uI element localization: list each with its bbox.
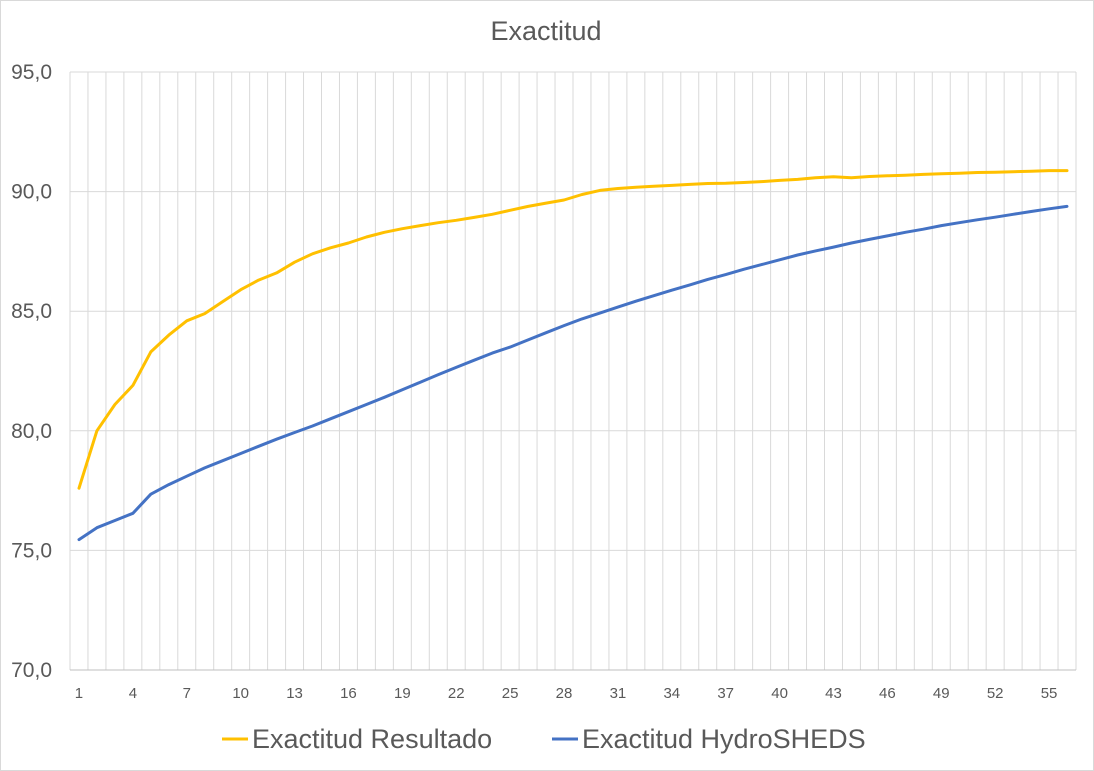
x-tick-label: 4 [129, 685, 137, 702]
series-line-2 [77, 204, 1069, 542]
x-tick-label: 37 [717, 685, 734, 702]
x-tick-label: 52 [987, 685, 1004, 702]
x-tick-label: 34 [663, 685, 680, 702]
legend: Exactitud Resultado Exactitud HydroSHEDS [222, 724, 866, 754]
x-tick-label: 55 [1041, 685, 1058, 702]
y-tick-label: 95,0 [11, 61, 52, 84]
x-tick-label: 7 [183, 685, 191, 702]
axes: 70,0 75,0 80,0 85,0 90,0 95,0 1 4 7 10 13 16 19 22 25 2… [11, 61, 1076, 702]
x-tick-label: 31 [610, 685, 627, 702]
x-tick-label: 19 [394, 685, 411, 702]
y-tick-label: 70,0 [11, 659, 52, 682]
y-tick-label: 85,0 [11, 300, 52, 323]
y-tick-label: 75,0 [11, 539, 52, 562]
legend-label: Exactitud HydroSHEDS [582, 724, 866, 754]
x-tick-label: 43 [825, 685, 842, 702]
grid-lines [69, 71, 1077, 671]
series-lines [77, 169, 1069, 542]
y-tick-label: 90,0 [11, 181, 52, 204]
x-tick-label: 25 [502, 685, 519, 702]
x-tick-label: 16 [340, 685, 357, 702]
x-tick-label: 46 [879, 685, 896, 702]
x-tick-label: 49 [933, 685, 950, 702]
y-tick-label: 80,0 [11, 420, 52, 443]
x-tick-label: 1 [75, 685, 83, 702]
chart-title: Exactitud [490, 16, 601, 46]
x-tick-label: 13 [286, 685, 303, 702]
series-line-1 [77, 169, 1069, 490]
x-tick-label: 28 [556, 685, 573, 702]
x-tick-label: 10 [232, 685, 249, 702]
x-tick-label: 40 [771, 685, 788, 702]
x-tick-label: 22 [448, 685, 465, 702]
legend-label: Exactitud Resultado [252, 724, 492, 754]
